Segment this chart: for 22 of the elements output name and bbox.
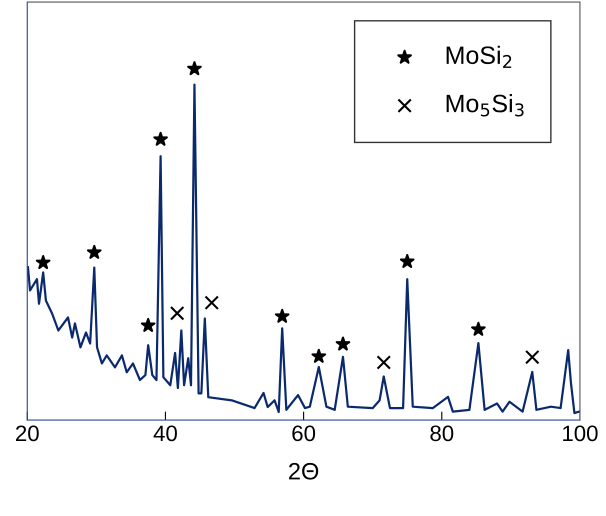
x-tick-label: 100 <box>563 425 598 442</box>
point <box>376 355 391 370</box>
point <box>86 244 102 259</box>
point <box>400 254 415 268</box>
point <box>170 306 184 321</box>
x-tick-label: 80 <box>430 425 454 442</box>
x-tick-label: 60 <box>292 425 316 442</box>
legend-label: Mo$_{5}$Si$_{3}$ <box>446 94 524 116</box>
point <box>274 308 290 323</box>
point <box>36 255 50 270</box>
point <box>153 132 168 146</box>
x-axis-title: 2Θ <box>289 462 318 480</box>
point <box>336 336 350 351</box>
point <box>140 318 156 332</box>
point <box>311 348 326 363</box>
point <box>187 61 202 76</box>
point <box>525 350 540 364</box>
x-tick-label: 40 <box>154 425 177 442</box>
legend-label: MoSi$_{2}$ <box>446 46 512 68</box>
x-tick-label: 20 <box>16 425 39 442</box>
point <box>471 322 486 336</box>
point <box>204 295 219 310</box>
